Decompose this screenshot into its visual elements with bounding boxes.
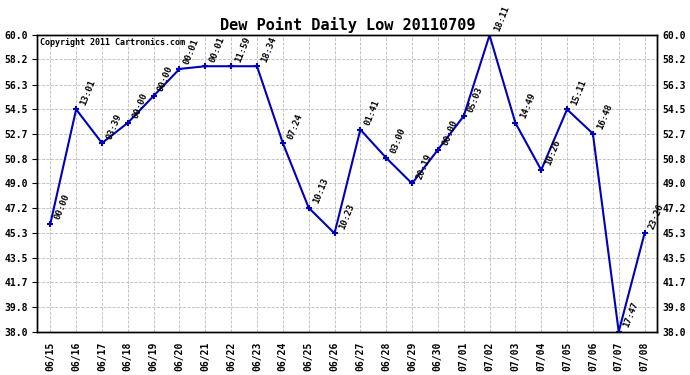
Text: 11:59: 11:59 [234,35,253,63]
Text: 03:39: 03:39 [105,112,124,140]
Text: 00:01: 00:01 [182,38,201,66]
Text: 18:34: 18:34 [259,35,278,63]
Text: 10:13: 10:13 [311,177,330,205]
Text: 23:26: 23:26 [647,202,666,231]
Text: 13:01: 13:01 [79,78,97,106]
Text: 07:24: 07:24 [286,112,304,140]
Text: 01:41: 01:41 [363,99,382,127]
Text: 14:49: 14:49 [518,92,537,120]
Title: Dew Point Daily Low 20110709: Dew Point Daily Low 20110709 [219,16,475,33]
Text: 03:00: 03:00 [389,127,407,155]
Text: 00:00: 00:00 [53,193,72,221]
Text: Copyright 2011 Cartronics.com: Copyright 2011 Cartronics.com [41,38,186,47]
Text: 00:00: 00:00 [157,65,175,93]
Text: 05:03: 05:03 [466,85,485,113]
Text: 00:00: 00:00 [441,119,459,147]
Text: 17:47: 17:47 [622,301,640,329]
Text: 00:00: 00:00 [130,92,149,120]
Text: 18:11: 18:11 [492,4,511,33]
Text: 10:26: 10:26 [544,139,562,167]
Text: 15:11: 15:11 [570,78,589,106]
Text: 16:48: 16:48 [595,102,614,131]
Text: 10:23: 10:23 [337,202,356,231]
Text: 00:01: 00:01 [208,35,226,63]
Text: 20:19: 20:19 [415,152,433,181]
